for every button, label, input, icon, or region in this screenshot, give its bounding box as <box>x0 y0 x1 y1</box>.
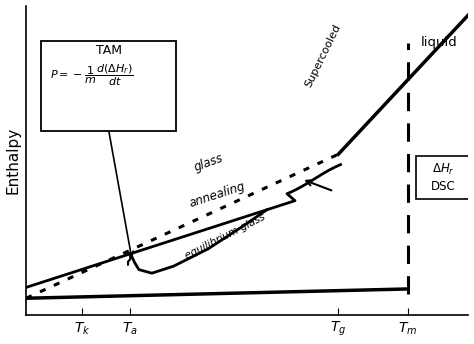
FancyBboxPatch shape <box>416 156 471 199</box>
Text: DSC: DSC <box>431 180 456 193</box>
Y-axis label: Enthalpy: Enthalpy <box>6 127 20 194</box>
FancyBboxPatch shape <box>41 41 176 131</box>
Text: $P = -\dfrac{1}{m}\dfrac{d(\Delta H_r)}{dt}$: $P = -\dfrac{1}{m}\dfrac{d(\Delta H_r)}{… <box>50 63 133 88</box>
Text: liquid: liquid <box>421 36 457 49</box>
Text: Supercooled: Supercooled <box>303 23 343 89</box>
Text: equilibrium glass: equilibrium glass <box>184 212 267 261</box>
Text: $\Delta H_r$: $\Delta H_r$ <box>432 162 455 177</box>
Text: annealing: annealing <box>187 180 246 210</box>
Text: TAM: TAM <box>95 44 121 57</box>
Text: glass: glass <box>192 152 225 174</box>
